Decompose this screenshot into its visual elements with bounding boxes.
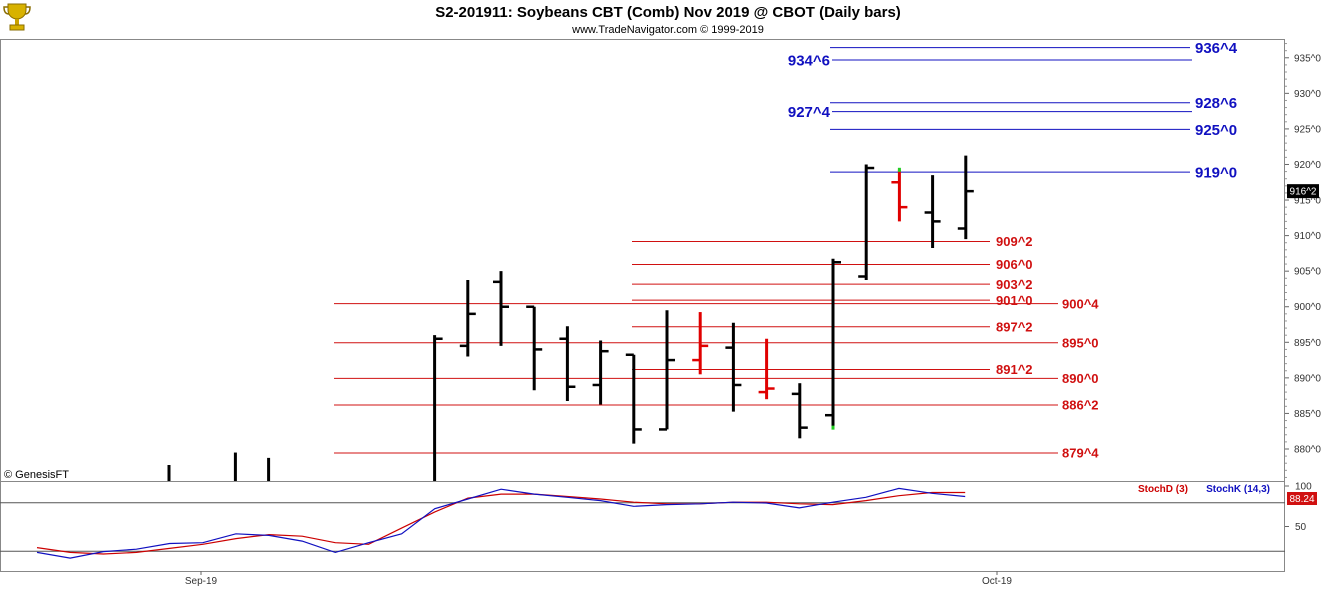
y-tick-label: 880^0 [1294, 444, 1321, 455]
ohlc-bar [526, 305, 543, 391]
y-tick-label: 905^0 [1294, 267, 1321, 278]
y-tick-label: 915^0 [1294, 196, 1321, 207]
ohlc-bar [725, 322, 742, 412]
legend-stochk: StochK (14,3) [1206, 484, 1270, 495]
ohlc-bar [891, 169, 908, 222]
level-label: 879^4 [1062, 446, 1099, 461]
level-label: 900^4 [1062, 296, 1099, 311]
stoch-last-tag: 88.24 [1287, 492, 1317, 505]
stoch-last-label: 88.24 [1289, 494, 1314, 505]
level-label: 925^0 [1195, 122, 1237, 139]
y-tick-label: 890^0 [1294, 373, 1321, 384]
last-price-tag: 916^2 [1287, 184, 1319, 199]
ohlc-bar [791, 383, 808, 439]
ohlc-bar [924, 175, 941, 249]
levels-layer: 936^4 934^6 928^6 927^4 925^0 919^0 909^2 906^0… [334, 40, 1238, 461]
y-tick-label: 935^0 [1294, 53, 1321, 64]
level-label: 928^6 [1195, 95, 1237, 112]
level-label: 936^4 [1195, 40, 1238, 57]
ohlc-bar [625, 353, 642, 444]
ohlc-bar [957, 155, 974, 240]
ohlc-bar [825, 258, 841, 428]
ohlc-bar [559, 326, 576, 401]
y-tick-label: 885^0 [1294, 409, 1321, 420]
level-label: 906^0 [996, 257, 1033, 272]
y-tick-label: 895^0 [1294, 338, 1321, 349]
stoch-y-tick-label: 100 [1295, 482, 1312, 493]
y-tick-label: 900^0 [1294, 302, 1321, 313]
x-tick-label: Sep-19 [185, 576, 218, 587]
chart-subtitle: www.TradeNavigator.com © 1999-2019 [571, 24, 764, 36]
level-label: 891^2 [996, 362, 1033, 377]
level-label: 919^0 [1195, 164, 1237, 181]
trophy-icon [3, 3, 31, 31]
stoch-series-line [36, 487, 966, 559]
level-label: 901^0 [996, 293, 1033, 308]
y-tick-label: 910^0 [1294, 231, 1321, 242]
x-tick-label: Oct-19 [982, 576, 1012, 587]
bars-layer [167, 155, 974, 481]
stoch-y-tick-label: 50 [1295, 522, 1307, 533]
level-label: 895^0 [1062, 335, 1099, 350]
level-label: 897^2 [996, 319, 1033, 334]
level-label: 890^0 [1062, 371, 1099, 386]
stoch-series-line [36, 491, 966, 555]
x-axis: Sep-19 Oct-19 [185, 571, 1012, 587]
level-label: 909^2 [996, 234, 1033, 249]
level-label: 934^6 [788, 52, 830, 69]
chart-title: S2-201911: Soybeans CBT (Comb) Nov 2019 … [435, 4, 901, 21]
y-tick-label: 925^0 [1294, 124, 1321, 135]
ohlc-bar [659, 310, 675, 431]
ohlc-bar [459, 280, 476, 357]
ohlc-bar [858, 164, 875, 281]
stoch-panel-frame [0, 481, 1285, 572]
ohlc-bar [758, 338, 775, 400]
ohlc-bar [493, 271, 509, 346]
last-price-label: 916^2 [1290, 187, 1317, 198]
bar-marker [897, 167, 901, 172]
level-label: 927^4 [788, 104, 831, 121]
y-tick-label: 930^0 [1294, 89, 1321, 100]
level-label: 903^2 [996, 277, 1033, 292]
y-tick-label: 920^0 [1294, 160, 1321, 171]
legend-stochd: StochD (3) [1138, 484, 1188, 495]
ohlc-bar [433, 335, 443, 481]
stoch-layer: 50 100 [0, 482, 1312, 559]
price-panel-frame [0, 39, 1285, 482]
y-axis: 880^0 885^0 890^0 895^0 900^0 905^0 910^0 915^0… [1285, 43, 1321, 478]
watermark: © GenesisFT [4, 469, 69, 481]
level-label: 886^2 [1062, 398, 1099, 413]
ohlc-bar [692, 312, 709, 375]
bar-marker [831, 425, 835, 430]
ohlc-bar [592, 340, 609, 405]
